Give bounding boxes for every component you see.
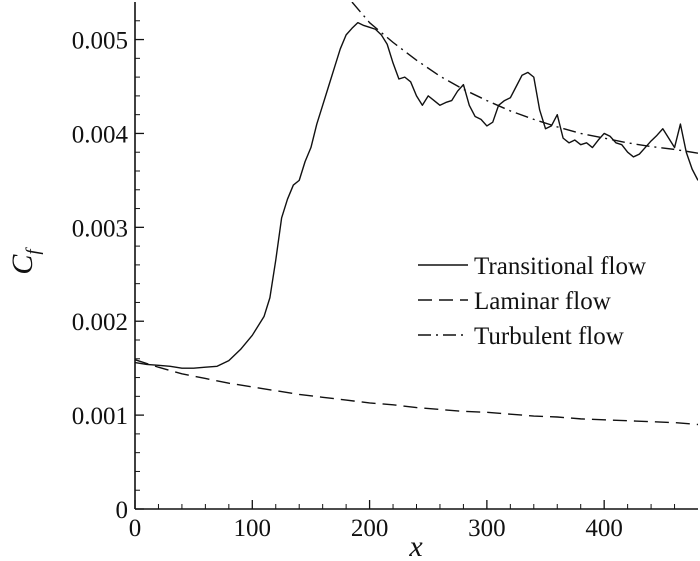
x-tick-label: 0 <box>129 515 142 542</box>
x-tick-label: 100 <box>234 515 272 542</box>
ticks-layer: 0 100 200 300 400 0 0.001 0.002 0.003 0.004 0.005 <box>72 20 676 542</box>
series-line-transitional-flow <box>135 21 698 369</box>
legend-label: Transitional flow <box>474 253 646 280</box>
x-axis-title: x <box>408 530 423 561</box>
y-axis-title-main: C <box>6 254 39 275</box>
y-axis-title: Cf <box>6 247 44 275</box>
y-tick-label: 0.003 <box>72 215 128 242</box>
legend-label: Turbulent flow <box>474 323 624 350</box>
y-tick-label: 0.001 <box>72 403 128 430</box>
y-axis-title-sub: f <box>23 247 44 255</box>
x-tick-label: 400 <box>585 515 623 542</box>
series-line-turbulent-flow <box>351 2 698 154</box>
y-tick-label: 0.005 <box>72 28 128 55</box>
legend: Transitional flow Laminar flow Turbulent f… <box>418 253 646 350</box>
x-tick-label: 200 <box>351 515 389 542</box>
series-line-laminar-flow <box>135 359 698 426</box>
series-layer <box>135 2 698 426</box>
y-tick-label: 0 <box>116 497 129 524</box>
x-tick-label: 300 <box>468 515 506 542</box>
legend-label: Laminar flow <box>474 288 611 315</box>
y-tick-label: 0.004 <box>72 121 129 148</box>
y-tick-label: 0.002 <box>72 309 128 336</box>
